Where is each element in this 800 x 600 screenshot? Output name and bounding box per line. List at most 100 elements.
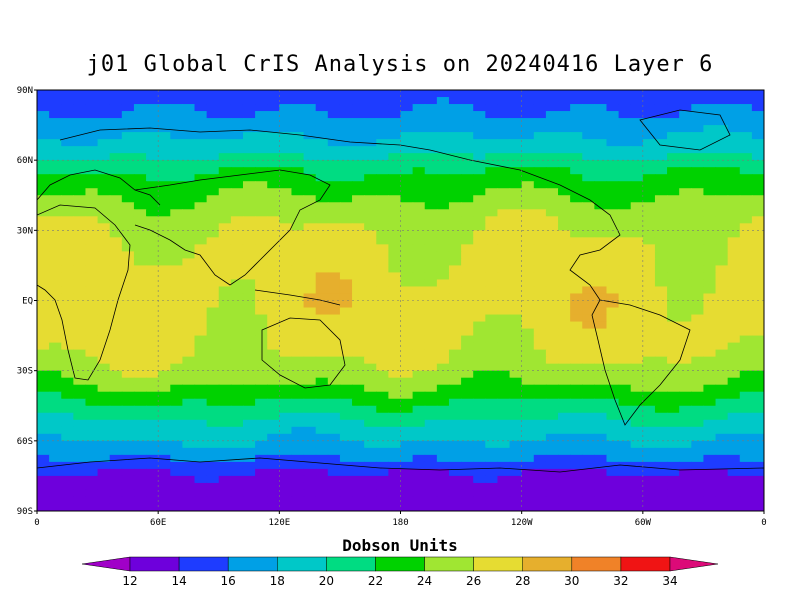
field-cell	[206, 244, 220, 252]
field-cell	[727, 104, 741, 112]
field-cell	[751, 426, 764, 435]
field-cell	[37, 503, 50, 511]
field-cell	[303, 440, 317, 449]
field-cell	[388, 153, 402, 161]
field-cell	[61, 146, 74, 154]
field-cell	[582, 398, 595, 407]
field-cell	[182, 125, 196, 133]
field-cell	[448, 174, 462, 182]
field-cell	[73, 377, 87, 386]
colorbar-tick-label: 18	[270, 574, 285, 588]
field-cell	[267, 328, 280, 337]
field-cell	[642, 209, 656, 217]
field-cell	[388, 398, 402, 407]
field-cell	[49, 202, 62, 210]
field-cell	[352, 125, 365, 133]
field-cell	[242, 314, 256, 323]
field-cell	[691, 244, 705, 252]
field-cell	[339, 104, 353, 112]
field-cell	[739, 356, 753, 365]
field-cell	[37, 286, 50, 295]
field-cell	[146, 118, 159, 126]
field-cell	[715, 475, 729, 484]
field-cell	[558, 132, 571, 140]
field-cell	[703, 104, 717, 112]
field-cell	[461, 90, 474, 98]
field-cell	[606, 97, 620, 105]
field-cell	[121, 300, 135, 309]
field-cell	[412, 258, 426, 267]
field-cell	[751, 405, 764, 414]
field-cell	[146, 293, 159, 302]
field-cell	[97, 209, 111, 217]
field-cell	[146, 328, 159, 337]
field-cell	[182, 377, 196, 386]
field-cell	[73, 153, 87, 161]
field-cell	[691, 160, 705, 168]
field-cell	[570, 461, 583, 470]
field-cell	[679, 153, 692, 161]
field-cell	[473, 321, 486, 330]
field-cell	[73, 426, 87, 435]
field-cell	[606, 454, 620, 463]
field-cell	[109, 489, 123, 498]
field-cell	[642, 356, 656, 365]
field-cell	[85, 202, 99, 210]
field-cell	[509, 132, 523, 140]
field-cell	[376, 188, 389, 196]
field-cell	[461, 419, 474, 428]
field-cell	[182, 342, 196, 351]
field-cell	[364, 209, 377, 217]
field-cell	[533, 195, 547, 203]
field-cell	[388, 405, 402, 414]
field-cell	[267, 398, 280, 407]
field-cell	[473, 258, 486, 267]
field-cell	[667, 356, 680, 365]
field-cell	[339, 146, 353, 154]
field-cell	[97, 293, 111, 302]
field-cell	[61, 440, 74, 449]
field-cell	[533, 230, 547, 238]
field-cell	[61, 153, 74, 161]
field-cell	[473, 328, 486, 337]
field-cell	[376, 475, 389, 484]
field-cell	[49, 181, 62, 189]
field-cell	[558, 258, 571, 267]
field-cell	[146, 489, 159, 498]
field-cell	[85, 328, 99, 337]
field-cell	[230, 167, 244, 175]
field-cell	[291, 279, 305, 288]
field-cell	[170, 104, 183, 112]
field-cell	[654, 342, 668, 351]
field-cell	[85, 363, 99, 372]
field-cell	[255, 223, 268, 231]
field-cell	[303, 475, 317, 484]
field-cell	[206, 328, 220, 337]
field-cell	[61, 370, 74, 379]
field-cell	[376, 97, 389, 105]
field-cell	[267, 237, 280, 245]
field-cell	[739, 216, 753, 224]
field-cell	[267, 202, 280, 210]
field-cell	[315, 363, 329, 372]
field-cell	[242, 300, 256, 309]
field-cell	[279, 496, 293, 505]
field-cell	[218, 307, 232, 316]
field-cell	[37, 139, 50, 147]
field-cell	[85, 279, 99, 288]
field-cell	[751, 300, 764, 309]
field-cell	[327, 195, 341, 203]
field-cell	[339, 384, 353, 393]
field-cell	[618, 412, 632, 421]
field-cell	[388, 90, 402, 98]
field-cell	[485, 461, 499, 470]
field-cell	[654, 167, 668, 175]
field-cell	[582, 265, 595, 274]
field-cell	[315, 447, 329, 456]
field-cell	[388, 244, 402, 252]
field-cell	[667, 97, 680, 105]
field-cell	[485, 447, 499, 456]
field-cell	[73, 314, 87, 323]
field-cell	[49, 377, 62, 386]
field-cell	[133, 377, 147, 386]
